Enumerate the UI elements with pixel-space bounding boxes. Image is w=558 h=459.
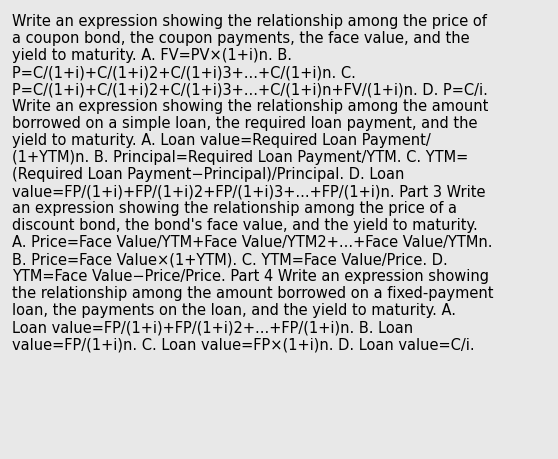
Text: B. Price=Face Value×(1+YTM). C. YTM=Face Value/Price. D.: B. Price=Face Value×(1+YTM). C. YTM=Face… bbox=[12, 252, 448, 267]
Text: value=FP/(1+i)n. C. Loan value=FP×(1+i)n. D. Loan value=C/i.: value=FP/(1+i)n. C. Loan value=FP×(1+i)n… bbox=[12, 336, 475, 352]
Text: Loan value=FP/(1+i)+FP/(1+i)2+...+FP/(1+i)n. B. Loan: Loan value=FP/(1+i)+FP/(1+i)2+...+FP/(1+… bbox=[12, 319, 413, 335]
Text: Write an expression showing the relationship among the price of: Write an expression showing the relation… bbox=[12, 14, 487, 29]
Text: the relationship among the amount borrowed on a fixed-payment: the relationship among the amount borrow… bbox=[12, 285, 493, 301]
Text: yield to maturity. A. Loan value=Required Loan Payment/: yield to maturity. A. Loan value=Require… bbox=[12, 133, 431, 148]
Text: (Required Loan Payment−Principal)/Principal. D. Loan: (Required Loan Payment−Principal)/Princi… bbox=[12, 167, 405, 182]
Text: P=C/(1+i)+C/(1+i)2+C/(1+i)3+...+C/(1+i)n+FV/(1+i)n. D. P=C/i.: P=C/(1+i)+C/(1+i)2+C/(1+i)3+...+C/(1+i)n… bbox=[12, 82, 488, 97]
Text: value=FP/(1+i)+FP/(1+i)2+FP/(1+i)3+...+FP/(1+i)n. Part 3 Write: value=FP/(1+i)+FP/(1+i)2+FP/(1+i)3+...+F… bbox=[12, 184, 485, 199]
Text: (1+YTM)n. B. Principal=Required Loan Payment/YTM. C. YTM=: (1+YTM)n. B. Principal=Required Loan Pay… bbox=[12, 150, 468, 165]
Text: an expression showing the relationship among the price of a: an expression showing the relationship a… bbox=[12, 201, 457, 216]
Text: YTM=Face Value−Price/Price. Part 4 Write an expression showing: YTM=Face Value−Price/Price. Part 4 Write… bbox=[12, 269, 489, 284]
Text: loan, the payments on the​ loan, and the yield to maturity. A.: loan, the payments on the​ loan, and the… bbox=[12, 302, 456, 318]
Text: A. Price=Face Value/YTM+Face Value/YTM2+...+Face Value/YTMn.: A. Price=Face Value/YTM+Face Value/YTM2+… bbox=[12, 235, 493, 250]
Text: borrowed on a simple​ loan, the required loan​ payment, and the: borrowed on a simple​ loan, the required… bbox=[12, 116, 478, 131]
Text: yield to maturity. A. FV=PV×(1+i)n. B.: yield to maturity. A. FV=PV×(1+i)n. B. bbox=[12, 48, 292, 63]
Text: Write an expression showing the relationship among the amount: Write an expression showing the relation… bbox=[12, 99, 488, 114]
Text: P=C/(1+i)+C/(1+i)2+C/(1+i)3+...+C/(1+i)n. C.: P=C/(1+i)+C/(1+i)2+C/(1+i)3+...+C/(1+i)n… bbox=[12, 65, 356, 80]
Text: a coupon​ bond, the coupon​ payments, the face​ value, and the: a coupon​ bond, the coupon​ payments, th… bbox=[12, 31, 470, 46]
Text: discount​ bond, the​ bond's face​ value, and the yield to maturity.: discount​ bond, the​ bond's face​ value,… bbox=[12, 218, 478, 233]
